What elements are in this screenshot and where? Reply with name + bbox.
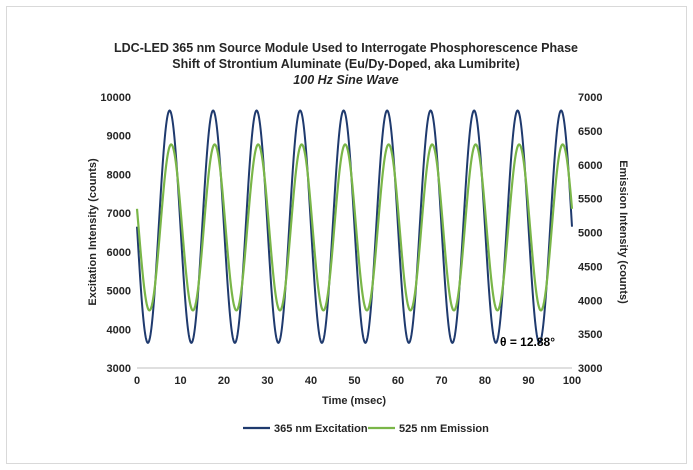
y-tick-label: 5000 [107,286,131,298]
y2-tick-label: 6000 [578,160,602,172]
y2-tick-label: 4000 [578,295,602,307]
y-tick-label: 7000 [107,208,131,220]
x-tick-label: 10 [174,375,186,387]
y2-tick-label: 7000 [578,92,602,104]
y2-tick-label: 6500 [578,126,602,138]
left-axis-ticks: 3000 4000 5000 6000 7000 8000 9000 10000 [100,92,131,375]
y-tick-label: 10000 [100,92,131,104]
x-tick-label: 50 [348,375,360,387]
x-tick-label: 40 [305,375,317,387]
series-line-excitation [136,109,573,344]
x-tick-label: 100 [563,375,581,387]
x-tick-label: 70 [435,375,447,387]
y-tick-label: 9000 [107,131,131,143]
legend: 365 nm Excitation 525 nm Emission [243,423,489,435]
series-line-emission [135,143,574,312]
chart-title-line-2: Shift of Strontium Aluminate (Eu/Dy-Dope… [172,57,519,71]
y-tick-label: 8000 [107,169,131,181]
series-group [135,109,574,344]
x-tick-label: 80 [479,375,491,387]
y-tick-label: 4000 [107,324,131,336]
right-axis-ticks: 3000 3500 4000 4500 5000 5500 6000 6500 7000 [578,92,602,375]
y2-tick-label: 3000 [578,363,602,375]
y2-tick-label: 4500 [578,261,602,273]
x-tick-label: 20 [218,375,230,387]
y-tick-label: 3000 [107,363,131,375]
x-axis-ticks: 0 10 20 30 40 50 60 70 80 90 100 [134,375,581,387]
chart-subtitle: 100 Hz Sine Wave [293,73,398,87]
legend-label-excitation: 365 nm Excitation [274,423,368,435]
chart-frame [6,6,687,464]
y2-tick-label: 5500 [578,194,602,206]
y-axis-title: Excitation Intensity (counts) [87,158,99,306]
y2-tick-label: 3500 [578,329,602,341]
x-tick-label: 60 [392,375,404,387]
x-axis-title: Time (msec) [322,395,386,407]
phase-shift-annotation: θ = 12.88° [500,335,555,349]
y2-tick-label: 5000 [578,228,602,240]
y-tick-label: 6000 [107,247,131,259]
y2-axis-title: Emission Intensity (counts) [617,160,629,304]
chart-title-line-1: LDC-LED 365 nm Source Module Used to Int… [114,41,578,55]
x-tick-label: 0 [134,375,140,387]
legend-label-emission: 525 nm Emission [399,423,489,435]
x-tick-label: 30 [261,375,273,387]
x-tick-label: 90 [522,375,534,387]
